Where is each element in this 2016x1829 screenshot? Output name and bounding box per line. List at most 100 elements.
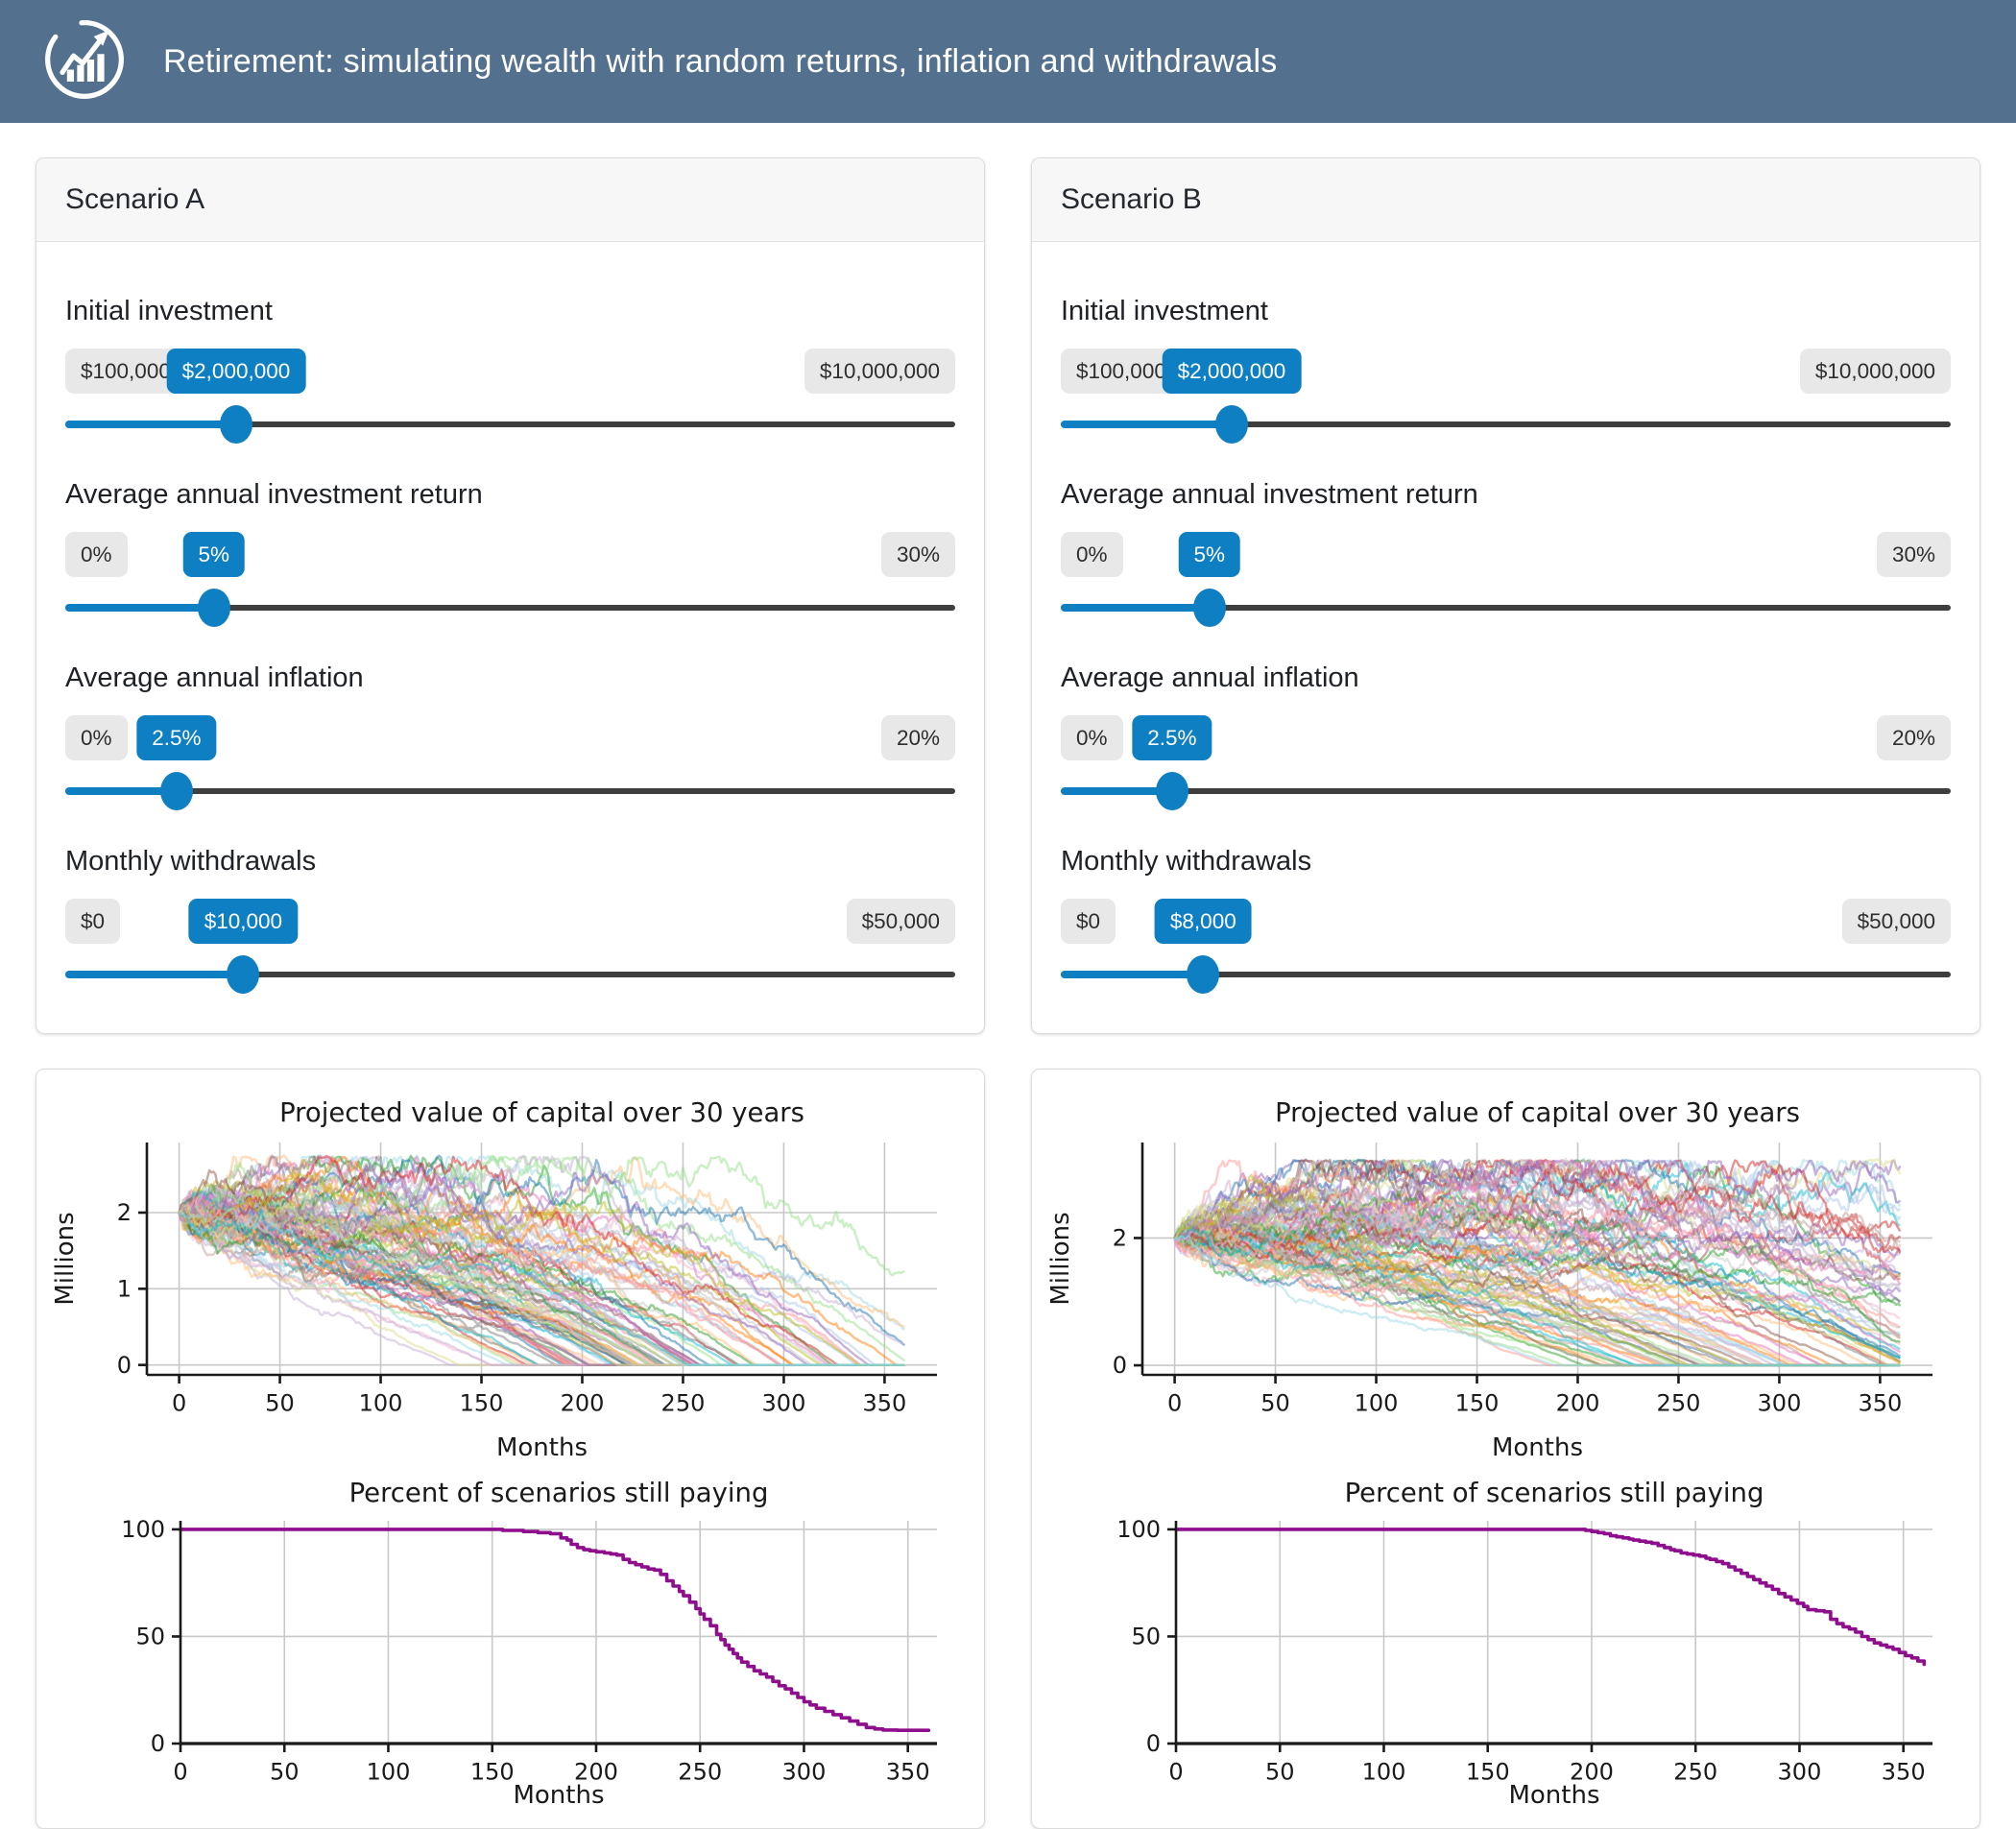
annual-return-value-badge: 5% (182, 532, 246, 577)
annual-inflation-badges: 0% 2.5% 20% (65, 715, 955, 765)
monthly-withdrawals-slider-track (1061, 972, 1951, 977)
scenario-a-control-annual-return: Average annual investment return 0% 5% 30% (65, 479, 955, 630)
scenario-a-control-monthly-withdrawals: Monthly withdrawals $0 $10,000 $50,000 (65, 846, 955, 997)
svg-text:50: 50 (270, 1759, 300, 1786)
svg-text:Percent of scenarios still pay: Percent of scenarios still paying (1345, 1478, 1764, 1508)
svg-text:Projected value of capital ove: Projected value of capital over 30 years (279, 1097, 804, 1128)
svg-text:200: 200 (1556, 1390, 1600, 1417)
annual-return-slider[interactable] (65, 586, 955, 630)
monthly-withdrawals-slider-thumb[interactable] (1187, 955, 1220, 994)
scenario-cards-row: Scenario A Initial investment $100,000 $2,… (0, 157, 2016, 1034)
scenario-b-controls: Initial investment $100,000 $2,000,000 $10,… (1032, 242, 1980, 1033)
monthly-withdrawals-slider-fill (65, 971, 244, 978)
svg-text:Months: Months (513, 1781, 604, 1810)
annual-return-value-badge: 5% (1178, 532, 1241, 577)
annual-inflation-min-label: 0% (1061, 715, 1123, 760)
svg-text:350: 350 (1882, 1759, 1926, 1786)
scenario-b-control-annual-return: Average annual investment return 0% 5% 30% (1061, 479, 1951, 630)
monthly-withdrawals-badges: $0 $10,000 $50,000 (65, 899, 955, 949)
chart-cards-row: 0 50 100 150 200 250 300 350 0 1 2 Projected value … (0, 1069, 2016, 1829)
annual-inflation-label: Average annual inflation (1061, 662, 1359, 693)
initial-investment-slider-fill (1061, 421, 1232, 428)
annual-return-label: Average annual investment return (1061, 479, 1478, 510)
scenario-a-capital-projection-figure: 0 50 100 150 200 250 300 350 0 1 2 Projected value … (36, 1087, 984, 1471)
annual-inflation-max-label: 20% (880, 715, 955, 760)
annual-inflation-min-label: 0% (65, 715, 128, 760)
scenario-a-percent-paying-figure: 0 50 100 150 200 250 300 350 0 50 100 Percent of sc… (36, 1471, 984, 1815)
svg-text:0: 0 (173, 1759, 187, 1786)
initial-investment-badges: $100,000 $2,000,000 $10,000,000 (1061, 349, 1951, 398)
monthly-withdrawals-label: Monthly withdrawals (65, 846, 317, 877)
annual-return-slider-track (1061, 605, 1951, 611)
initial-investment-max-label: $10,000,000 (804, 349, 955, 394)
svg-text:350: 350 (1859, 1390, 1903, 1417)
svg-text:300: 300 (1758, 1390, 1802, 1417)
svg-text:Months: Months (1508, 1781, 1599, 1810)
svg-text:200: 200 (1570, 1759, 1614, 1786)
svg-text:Projected value of capital ove: Projected value of capital over 30 years (1275, 1097, 1800, 1128)
scenario-b-charts-card: 0 50 100 150 200 250 300 350 0 2 Projected value o… (1031, 1069, 1980, 1829)
annual-return-slider[interactable] (1061, 586, 1951, 630)
svg-text:50: 50 (135, 1624, 165, 1650)
svg-text:2: 2 (1113, 1225, 1127, 1252)
scenario-b-control-annual-inflation: Average annual inflation 0% 2.5% 20% (1061, 662, 1951, 813)
svg-text:50: 50 (265, 1390, 295, 1417)
page-title: Retirement: simulating wealth with rando… (163, 42, 1278, 80)
annual-return-max-label: 30% (880, 532, 955, 577)
svg-text:0: 0 (1146, 1730, 1161, 1757)
svg-text:250: 250 (678, 1759, 722, 1786)
annual-return-slider-thumb[interactable] (197, 589, 230, 627)
scenario-b-card: Scenario B Initial investment $100,000 $2,… (1031, 157, 1980, 1034)
svg-text:0: 0 (151, 1730, 165, 1757)
monthly-withdrawals-slider-fill (1061, 971, 1204, 978)
svg-text:200: 200 (561, 1390, 605, 1417)
annual-inflation-slider-thumb[interactable] (1155, 772, 1188, 810)
monthly-withdrawals-slider-thumb[interactable] (227, 955, 260, 994)
svg-text:50: 50 (1265, 1759, 1295, 1786)
scenario-b-percent-paying-figure: 0 50 100 150 200 250 300 350 0 50 100 Percent of sc… (1032, 1471, 1980, 1815)
monthly-withdrawals-min-label: $0 (65, 899, 121, 944)
monthly-withdrawals-slider-track (65, 972, 955, 977)
svg-text:0: 0 (172, 1390, 186, 1417)
annual-return-max-label: 30% (1876, 532, 1951, 577)
initial-investment-slider-fill (65, 421, 236, 428)
annual-inflation-slider[interactable] (1061, 769, 1951, 813)
annual-inflation-slider-fill (65, 787, 177, 795)
scenario-a-controls: Initial investment $100,000 $2,000,000 $10,… (36, 242, 984, 1033)
annual-return-slider-fill (1061, 604, 1210, 612)
svg-text:1: 1 (117, 1276, 132, 1303)
svg-text:Percent of scenarios still pay: Percent of scenarios still paying (349, 1478, 769, 1508)
svg-text:150: 150 (1455, 1390, 1500, 1417)
initial-investment-slider[interactable] (1061, 402, 1951, 446)
initial-investment-slider-track (1061, 421, 1951, 427)
svg-text:350: 350 (863, 1390, 907, 1417)
annual-inflation-value-badge: 2.5% (1132, 715, 1212, 760)
svg-text:100: 100 (367, 1759, 411, 1786)
annual-inflation-slider-thumb[interactable] (159, 772, 193, 810)
monthly-withdrawals-slider[interactable] (65, 952, 955, 997)
annual-return-slider-track (65, 605, 955, 611)
monthly-withdrawals-slider[interactable] (1061, 952, 1951, 997)
initial-investment-max-label: $10,000,000 (1799, 349, 1951, 394)
annual-inflation-max-label: 20% (1876, 715, 1951, 760)
initial-investment-min-label: $100,000 (1061, 349, 1182, 394)
svg-text:100: 100 (1355, 1390, 1399, 1417)
initial-investment-slider-thumb[interactable] (1214, 405, 1248, 444)
svg-text:50: 50 (1131, 1624, 1161, 1650)
annual-return-label: Average annual investment return (65, 479, 483, 510)
monthly-withdrawals-value-badge: $10,000 (188, 899, 299, 944)
initial-investment-slider-thumb[interactable] (219, 405, 252, 444)
initial-investment-slider[interactable] (65, 402, 955, 446)
annual-return-slider-thumb[interactable] (1192, 589, 1226, 627)
svg-text:0: 0 (117, 1352, 132, 1379)
scenario-b-title: Scenario B (1032, 158, 1980, 242)
initial-investment-label: Initial investment (1061, 296, 1268, 326)
scenario-b-capital-projection-figure: 0 50 100 150 200 250 300 350 0 2 Projected value o… (1032, 1087, 1980, 1471)
annual-return-badges: 0% 5% 30% (65, 532, 955, 582)
svg-text:350: 350 (886, 1759, 930, 1786)
annual-return-badges: 0% 5% 30% (1061, 532, 1951, 582)
annual-return-min-label: 0% (65, 532, 128, 577)
svg-text:100: 100 (1116, 1516, 1161, 1543)
annual-inflation-slider[interactable] (65, 769, 955, 813)
svg-text:50: 50 (1260, 1390, 1290, 1417)
